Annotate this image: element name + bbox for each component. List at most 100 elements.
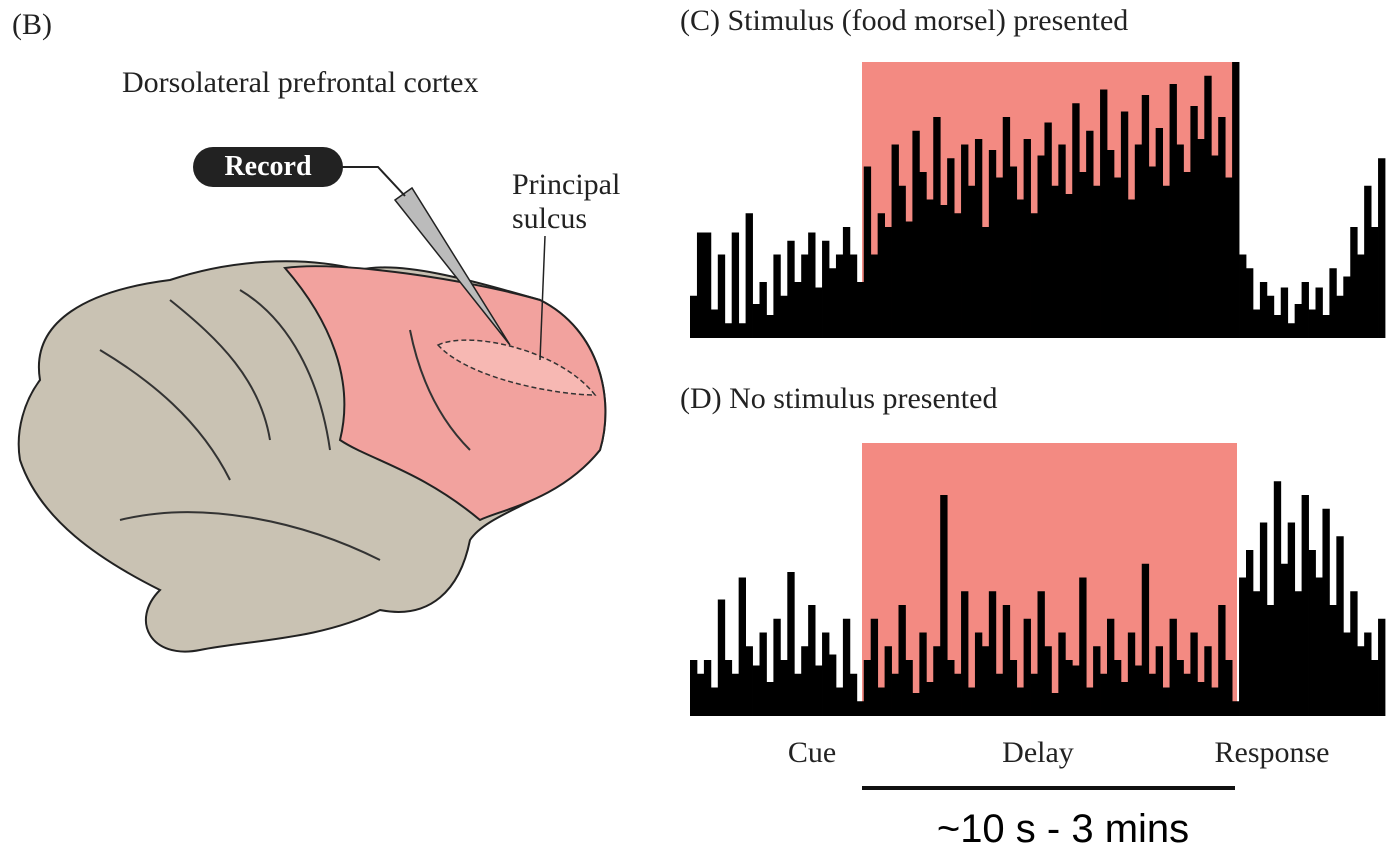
bar (829, 268, 837, 338)
bar (780, 660, 788, 716)
bar (947, 158, 955, 338)
bar (1197, 139, 1205, 338)
bar (766, 682, 774, 716)
bar (731, 232, 740, 338)
bar (1113, 177, 1122, 338)
sulcus-label: Principal sulcus (512, 168, 620, 235)
bar (919, 172, 927, 338)
bar (829, 654, 837, 716)
phase-label: Delay (1002, 736, 1074, 769)
bar (745, 646, 753, 716)
bar (1350, 227, 1358, 338)
bar (1030, 673, 1038, 716)
bar (1044, 122, 1052, 338)
bar (1287, 323, 1296, 338)
bar (870, 254, 879, 338)
panel-title: (D) No stimulus presented (680, 382, 997, 415)
bar (696, 232, 705, 338)
bar (1037, 591, 1045, 716)
histogram (690, 481, 1386, 716)
bar (1218, 605, 1226, 716)
bar (835, 254, 844, 338)
panel-title: Dorsolateral prefrontal cortex (122, 66, 479, 99)
bar (1113, 660, 1122, 716)
bar (1259, 282, 1268, 338)
bar (1252, 591, 1261, 716)
bar (995, 673, 1004, 716)
bar (870, 618, 879, 716)
bar (1065, 660, 1073, 716)
bar (1371, 227, 1379, 338)
bar (1266, 295, 1275, 338)
bar (1357, 646, 1365, 716)
bar (849, 254, 858, 338)
bar (988, 150, 997, 338)
bar (981, 646, 990, 716)
bar (1051, 185, 1059, 338)
bar (1176, 144, 1184, 338)
bar (968, 185, 976, 338)
bar (1120, 111, 1129, 338)
phase-label: Cue (788, 736, 836, 769)
bar (1141, 95, 1150, 338)
bar (1100, 673, 1108, 716)
bar (1169, 618, 1177, 716)
bar (1315, 287, 1323, 338)
bar (1072, 665, 1080, 716)
bar (1273, 315, 1282, 338)
bar (724, 323, 733, 338)
bar (1225, 177, 1233, 338)
bar (1315, 577, 1323, 716)
bar (1037, 155, 1045, 338)
bar (1301, 282, 1309, 338)
bar (863, 660, 872, 716)
bar (856, 701, 865, 716)
bar (794, 673, 802, 716)
bar (1058, 632, 1066, 716)
bar (1211, 155, 1219, 338)
bar (995, 177, 1004, 338)
bar (1239, 577, 1247, 716)
bar (1259, 522, 1268, 716)
bar (1155, 128, 1163, 338)
bar (961, 144, 969, 338)
bar (759, 632, 767, 716)
bar (794, 282, 802, 338)
bar (1364, 632, 1372, 716)
bar (905, 660, 913, 716)
bar (738, 323, 746, 338)
bar (856, 282, 865, 338)
bar (759, 282, 767, 338)
bar (898, 605, 906, 716)
bar (1009, 660, 1018, 716)
bar (933, 117, 941, 338)
bar (1225, 660, 1233, 716)
bar (1183, 673, 1191, 716)
bar (1141, 563, 1150, 716)
bar (1148, 166, 1157, 338)
record-label: Record (224, 151, 312, 182)
bar (842, 618, 851, 716)
bar (954, 213, 962, 338)
bar (947, 660, 955, 716)
bar (1016, 199, 1024, 338)
bar (940, 205, 948, 338)
bar (1246, 550, 1254, 716)
bar (1252, 309, 1261, 338)
bar (1322, 315, 1330, 338)
bar (1308, 309, 1316, 338)
bar (933, 646, 941, 716)
bar (1218, 117, 1226, 338)
bar (1378, 158, 1386, 338)
bar (898, 185, 906, 338)
bar (1246, 268, 1254, 338)
bar (690, 295, 698, 338)
bar (787, 240, 795, 338)
bar (1162, 687, 1170, 716)
bar (912, 130, 920, 338)
bar (1023, 139, 1031, 338)
bar (1093, 185, 1101, 338)
bar (905, 221, 913, 338)
bar (1232, 62, 1240, 338)
bar (926, 199, 934, 338)
